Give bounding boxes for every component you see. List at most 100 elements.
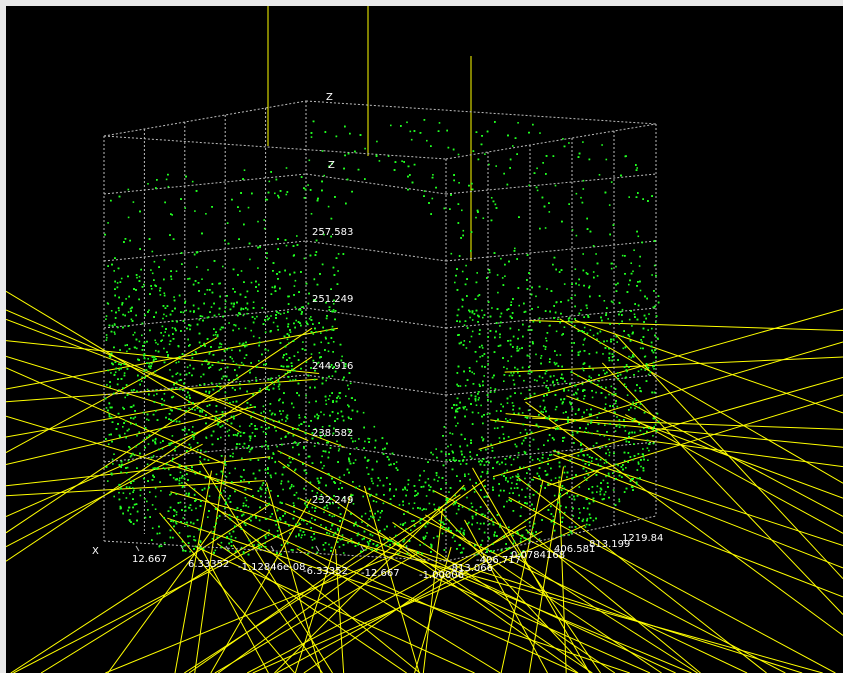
point [497,460,499,463]
point [394,525,396,528]
point [110,372,112,374]
point [504,275,506,277]
point [606,340,608,342]
point [454,494,456,497]
point [291,484,293,486]
point [625,467,627,469]
point [505,418,507,420]
point [320,332,322,334]
ray-line [6,290,242,433]
point [175,511,178,513]
point [208,353,211,355]
point [518,329,520,331]
point [528,345,531,347]
point [223,489,225,492]
point [295,491,298,494]
point [455,409,457,411]
point [148,309,150,311]
point [348,417,350,420]
point [136,276,138,279]
point [279,313,282,315]
point [265,440,267,443]
3d-viewport[interactable]: Z Z X 257.583 251.249 244.916 238.582 23… [6,6,843,673]
point [554,477,557,479]
point [496,274,499,276]
grid-line [445,374,657,396]
point [513,487,516,489]
point [592,445,595,447]
point [535,295,537,298]
point [181,482,183,484]
ray-line [170,491,823,673]
point [529,455,532,458]
point [193,494,196,496]
point [553,384,555,387]
ray-line [276,530,543,673]
point [258,337,261,339]
point [125,298,127,300]
point [533,379,536,381]
point [544,227,547,229]
point [492,543,494,545]
point [506,367,508,370]
point [181,546,184,548]
point [136,347,138,350]
point [563,283,566,285]
point [571,431,574,434]
point [264,421,267,423]
point [225,476,228,478]
point [528,444,531,447]
point [488,163,490,166]
point [563,326,566,328]
grid-tick [135,545,140,552]
ray-line [174,470,212,673]
point [536,167,538,170]
point [277,379,280,381]
point [372,482,374,485]
point [413,502,416,504]
point [267,378,269,381]
point [383,538,385,541]
point [292,502,295,504]
point [444,509,446,511]
point [339,482,342,484]
ray-line [105,552,401,673]
point [336,440,338,443]
point [508,492,511,494]
point [175,513,178,516]
point [176,372,179,374]
point [531,459,534,461]
point [162,317,164,320]
point [310,213,313,215]
point [585,523,588,526]
point [562,412,565,414]
point [554,184,557,187]
point [517,533,520,535]
point [516,345,519,348]
point [512,145,514,147]
point [107,222,109,224]
point [342,378,344,381]
point [583,476,586,479]
point [113,270,115,272]
point [331,375,334,377]
point [134,416,137,418]
point [616,341,618,343]
point [105,407,108,409]
point [602,353,604,355]
point [270,476,272,479]
point [379,479,381,482]
point-cloud-scene[interactable]: Z Z X 257.583 251.249 244.916 238.582 23… [6,6,843,673]
ray-line [525,401,843,636]
point [222,473,224,475]
ray-line [558,479,567,673]
point [171,519,173,522]
point [503,471,506,474]
grid-line [103,307,307,329]
point [105,318,107,320]
point [401,160,403,162]
point [295,319,297,322]
point [640,390,642,393]
point [379,512,382,514]
point [192,438,195,440]
